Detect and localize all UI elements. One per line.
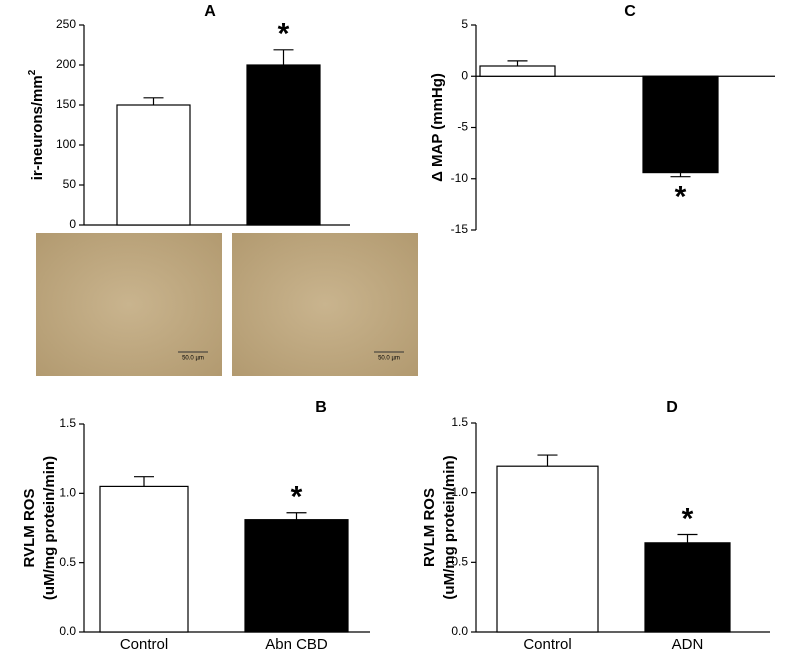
y-tick-label: 1.0 [59, 486, 76, 500]
bar [246, 64, 321, 226]
y-tick-label: 50 [63, 177, 77, 191]
bar [99, 485, 189, 633]
y-axis-label: Δ MAP (mmHg) [429, 73, 446, 182]
y-tick-label: 100 [56, 137, 76, 151]
y-tick-label: 5 [461, 17, 468, 31]
error-bar [670, 172, 691, 178]
bar [642, 75, 719, 174]
x-tick-label: Abn CBD [265, 636, 328, 653]
y-tick-label: 150 [56, 97, 76, 111]
y-tick-label: 0 [461, 68, 468, 82]
y-tick-label: -15 [451, 222, 469, 236]
error-bar [537, 454, 558, 467]
y-tick-label: 1.5 [451, 415, 468, 429]
error-bar [143, 97, 164, 105]
micrograph [232, 233, 418, 376]
significance-mark: * [278, 18, 290, 51]
error-bar [507, 60, 528, 66]
y-tick-label: 250 [56, 17, 76, 31]
y-tick-label: -10 [451, 171, 469, 185]
x-tick-label: Control [523, 636, 571, 653]
bar [479, 65, 556, 77]
y-axis-label: RVLM ROS [21, 489, 38, 568]
y-tick-label: 0.5 [59, 555, 76, 569]
y-axis-label: RVLM ROS [421, 488, 438, 567]
y-tick-label: 1.0 [451, 485, 468, 499]
y-tick-label: -5 [457, 120, 468, 134]
significance-mark: * [682, 502, 694, 535]
y-axis-label-sup: 2 [27, 69, 38, 75]
panel-title: D [666, 399, 678, 416]
y-axis-label-text: Δ MAP (mmHg) [429, 73, 446, 182]
y-axis-label-text: ir-neurons/mm [29, 75, 46, 180]
bar [116, 104, 191, 226]
x-tick-label: Control [120, 636, 168, 653]
significance-mark: * [675, 181, 687, 214]
y-tick-label: 0.5 [451, 555, 468, 569]
bar [244, 519, 349, 633]
error-bar [134, 476, 154, 487]
error-bar [286, 512, 307, 520]
panel-title: A [204, 3, 216, 20]
panel-title: B [315, 399, 327, 416]
y-tick-label: 0.0 [59, 624, 76, 638]
y-tick-label: 1.5 [59, 416, 76, 430]
error-bar [677, 533, 698, 543]
x-tick-label: ADN [672, 636, 704, 653]
scale-label: 50.0 µm [378, 356, 400, 362]
error-bar [273, 49, 294, 65]
panel-title: C [624, 3, 636, 20]
significance-mark: * [291, 481, 303, 514]
bar [644, 542, 731, 633]
micrograph [36, 233, 222, 376]
scale-label: 50.0 µm [182, 356, 204, 362]
y-tick-label: 200 [56, 57, 76, 71]
y-axis-label: ir-neurons/mm2 [27, 69, 46, 180]
y-tick-label: 0.0 [451, 624, 468, 638]
y-axis-label: (uM/mg protein/min) [41, 456, 58, 600]
y-tick-label: 0 [69, 217, 76, 231]
bar [496, 465, 599, 633]
y-axis-label: (uM/mg protein/min) [441, 455, 458, 599]
